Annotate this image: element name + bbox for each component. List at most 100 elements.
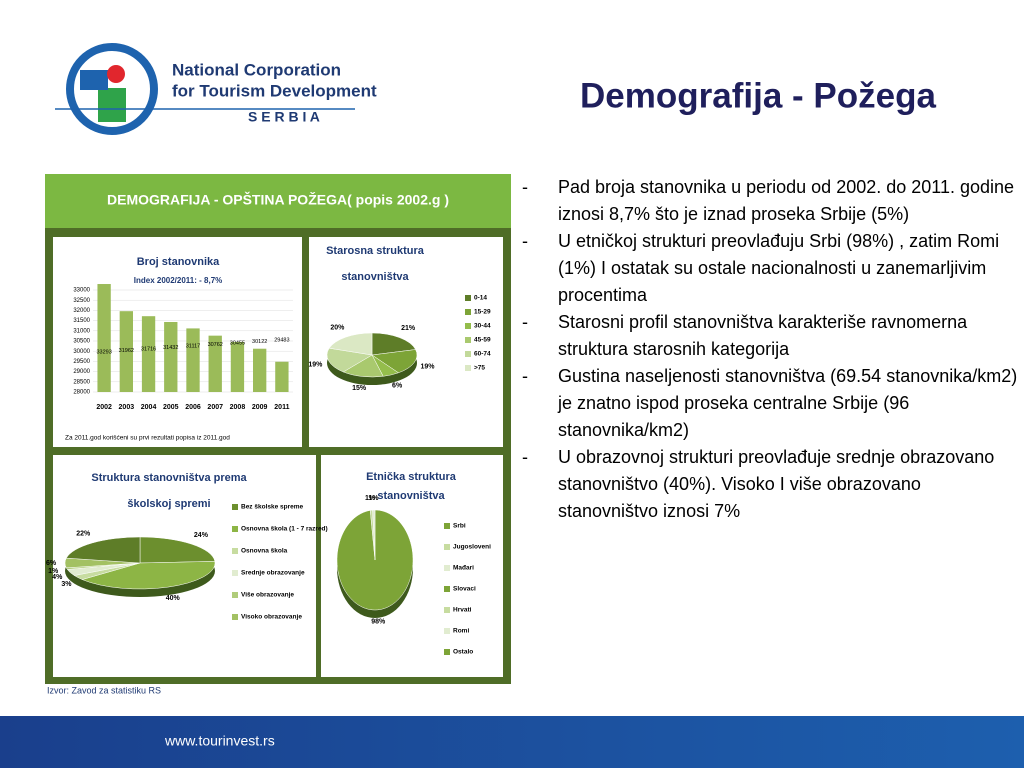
y-tick-label: 30500 (73, 339, 90, 345)
legend-label: Slovaci (453, 586, 476, 593)
chart-title: školskoj spremi (127, 498, 210, 510)
data-label: 22% (76, 531, 91, 538)
legend-label: Bez školske spreme (241, 504, 304, 511)
logo (55, 43, 355, 135)
y-tick-label: 29000 (73, 369, 90, 375)
chart-title: Etnička struktura (366, 471, 457, 483)
legend-swatch (232, 570, 238, 576)
y-tick-label: 32500 (73, 298, 90, 304)
bullet: Starosni profil stanovništva karakteriše… (522, 309, 1018, 363)
legend-label: Romi (453, 628, 469, 635)
legend-swatch (232, 504, 238, 510)
bullet-list: Pad broja stanovnika u periodu od 2002. … (522, 174, 1018, 525)
legend-swatch (465, 351, 471, 357)
legend-swatch (444, 565, 450, 571)
legend-swatch (444, 649, 450, 655)
legend-label: Visoko obrazovanje (241, 614, 302, 621)
legend-label: Ostalo (453, 649, 473, 656)
y-tick-label: 33000 (73, 288, 90, 294)
chart-subtitle: Index 2002/2011: - 8,7% (134, 276, 223, 285)
data-label: 33293 (96, 349, 111, 355)
data-label: 4% (52, 574, 63, 581)
pie-slice (139, 536, 216, 564)
legend-label: 60-74 (474, 351, 491, 358)
x-tick-label: 2011 (274, 404, 289, 411)
data-label: 1% (365, 495, 376, 502)
pie-slice (65, 536, 141, 564)
data-label: 3% (61, 581, 72, 588)
legend-label: Srednje obrazovanje (241, 570, 305, 577)
pie-slice (371, 332, 416, 356)
bar (186, 328, 200, 392)
chart-title: stanovništva (341, 271, 409, 283)
y-tick-label: 29500 (73, 359, 90, 365)
y-tick-label: 31500 (73, 318, 90, 324)
bar (275, 361, 289, 392)
y-tick-label: 30000 (73, 349, 90, 355)
data-label: 30455 (230, 340, 245, 346)
legend-swatch (444, 586, 450, 592)
bar (141, 316, 156, 392)
x-tick-label: 2003 (119, 404, 135, 411)
x-tick-label: 2005 (163, 404, 179, 411)
footer-text: www.tourinvest.rs (164, 733, 275, 749)
legend-swatch (444, 628, 450, 634)
pie-slice (81, 561, 216, 590)
legend-swatch (465, 337, 471, 343)
legend-swatch (232, 526, 238, 532)
legend-label: 45-59 (474, 337, 491, 344)
legend-swatch (444, 607, 450, 613)
data-label: 30762 (208, 342, 223, 348)
bar (208, 335, 222, 392)
bullet: Gustina naseljenosti stanovništva (69.54… (522, 363, 1018, 444)
x-tick-label: 2007 (207, 404, 223, 411)
legend-swatch (465, 295, 471, 301)
x-tick-label: 2002 (96, 404, 112, 411)
data-label: 19% (308, 361, 323, 368)
chart-title: Broj stanovnika (137, 256, 220, 268)
legend-swatch (444, 523, 450, 529)
data-label: 20% (330, 324, 345, 331)
legend-label: 0-14 (474, 295, 487, 302)
data-label: 31432 (163, 345, 178, 351)
chart-note: Za 2011.god korišćeni su prvi rezultati … (65, 435, 230, 442)
data-label: 31962 (119, 348, 134, 354)
bar (164, 321, 178, 392)
pie-slice (326, 347, 373, 373)
slide-title: Demografija - Požega (580, 76, 936, 115)
bar (253, 348, 267, 392)
pie-slice (372, 509, 376, 561)
pie-slice (328, 332, 373, 356)
bullet: Pad broja stanovnika u periodu od 2002. … (522, 174, 1018, 228)
legend-label: Hrvati (453, 607, 472, 614)
legend-swatch (232, 548, 238, 554)
x-tick-label: 2009 (252, 404, 268, 411)
legend-label: Više obrazovanje (241, 592, 294, 599)
data-label: 98% (371, 619, 386, 626)
legend-label: Jugosloveni (453, 544, 491, 551)
y-tick-label: 28000 (73, 390, 90, 396)
logo-text: for Tourism Development (172, 81, 377, 100)
legend-label: Srbi (453, 523, 466, 530)
bullet: U obrazovnoj strukturi preovlađuje sredn… (522, 444, 1018, 525)
y-tick-label: 31000 (73, 328, 90, 334)
bar (97, 284, 111, 392)
data-label: 21% (401, 325, 416, 332)
bar (119, 311, 133, 392)
data-label: 6% (46, 560, 57, 567)
x-tick-label: 2006 (185, 404, 201, 411)
y-tick-label: 28500 (73, 379, 90, 385)
data-label: 24% (194, 532, 209, 539)
legend-label: Osnovna škola (1 - 7 razred) (241, 526, 328, 533)
legend-swatch (465, 323, 471, 329)
data-label: 19% (421, 363, 436, 370)
panel (53, 237, 302, 447)
data-label: 29483 (274, 337, 289, 343)
data-label: 1% (368, 495, 379, 502)
bullet: U etničkoj strukturi preovlađuju Srbi (9… (522, 228, 1018, 309)
footer-band (0, 716, 1024, 768)
source: Izvor: Zavod za statistiku RS (47, 685, 161, 695)
legend-label: Osnovna škola (241, 548, 288, 555)
